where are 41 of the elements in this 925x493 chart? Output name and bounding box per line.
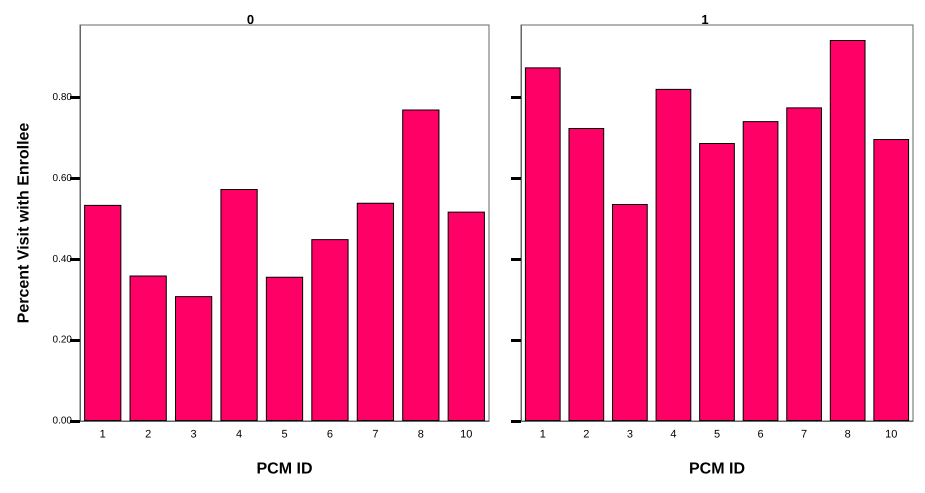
x-tick-label: 4 (236, 428, 242, 440)
x-tick-label: 8 (418, 428, 424, 440)
x-tick-label: 5 (281, 428, 288, 440)
bar (742, 121, 778, 421)
bar (220, 189, 258, 421)
bar (130, 276, 167, 421)
bar (786, 107, 822, 421)
x-tick-label: 2 (145, 428, 152, 440)
bar (84, 204, 122, 421)
x-axis-title: PCM ID (256, 460, 312, 478)
x-tick-label: 1 (100, 428, 106, 440)
bar (568, 128, 604, 421)
x-tick-label: 7 (372, 428, 378, 440)
bar (311, 239, 349, 421)
bar (830, 40, 866, 421)
x-tick-label: 4 (670, 428, 677, 440)
x-tick-label: 3 (626, 428, 633, 440)
x-tick-label: 5 (714, 428, 720, 440)
x-axis-title: PCM ID (689, 460, 745, 478)
y-axis-title: Percent Visit with Enrollee (16, 122, 32, 324)
x-tick-label: 2 (583, 428, 590, 440)
x-tick-label: 8 (844, 428, 851, 440)
x-tick-label: 7 (801, 428, 808, 440)
bar (612, 204, 648, 421)
x-tick-label: 1 (540, 428, 546, 440)
bar (873, 138, 910, 421)
bar (524, 67, 561, 421)
x-tick-label: 6 (757, 428, 764, 440)
bar (402, 109, 440, 421)
x-tick-label: 6 (326, 428, 334, 440)
bar (174, 296, 212, 421)
x-tick-label: 10 (460, 428, 472, 440)
x-tick-label: 10 (885, 428, 898, 440)
bar (656, 88, 692, 421)
bar (448, 212, 485, 421)
bar (356, 202, 394, 421)
bar (266, 276, 304, 421)
x-tick-label: 3 (190, 428, 197, 440)
chart-title: 0 (246, 12, 254, 27)
bar (699, 142, 735, 421)
chart-title: 1 (701, 12, 709, 27)
